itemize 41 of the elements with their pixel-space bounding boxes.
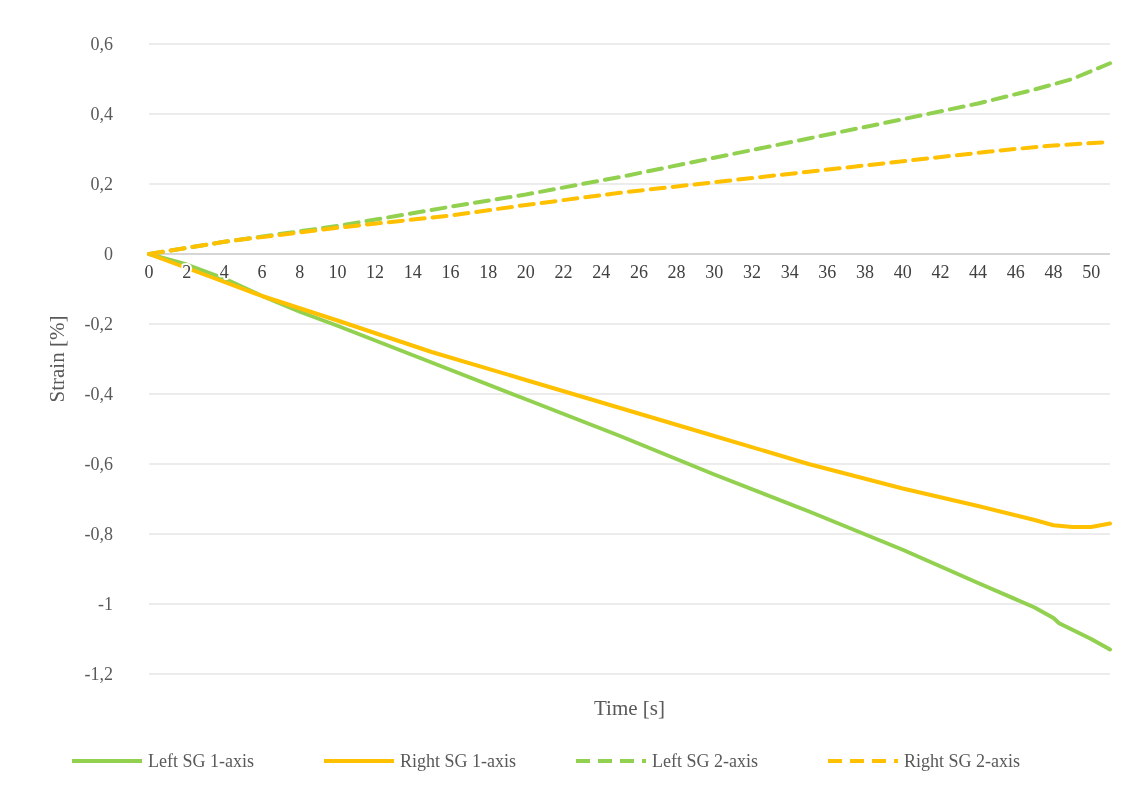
y-tick-label: 0,6 <box>90 34 113 55</box>
legend-label: Left SG 1-axis <box>148 751 254 772</box>
x-tick-label: 40 <box>893 262 912 282</box>
y-tick-label: -0,6 <box>84 454 113 475</box>
x-tick-label: 4 <box>219 262 229 282</box>
x-tick-label: 24 <box>592 262 611 282</box>
x-tick-label: 28 <box>667 262 686 282</box>
x-tick-label: 20 <box>516 262 535 282</box>
x-tick-label: 12 <box>366 262 385 282</box>
y-tick-label: -0,8 <box>84 524 113 545</box>
x-tick-label: 30 <box>705 262 724 282</box>
y-tick-label: -0,2 <box>84 314 113 335</box>
x-tick-label: 42 <box>931 262 950 282</box>
legend-label: Left SG 2-axis <box>652 751 758 772</box>
x-axis-title: Time [s] <box>594 696 665 720</box>
x-tick-label: 16 <box>441 262 460 282</box>
x-tick-label: 36 <box>818 262 837 282</box>
x-tick-label: 0 <box>144 262 154 282</box>
x-tick-label: 8 <box>295 262 305 282</box>
y-tick-label: 0,2 <box>90 174 113 195</box>
x-tick-label: 38 <box>856 262 875 282</box>
y-tick-label: -1 <box>98 594 113 615</box>
x-tick-label: 46 <box>1006 262 1025 282</box>
x-tick-label: 34 <box>780 262 799 282</box>
x-tick-label: 26 <box>629 262 648 282</box>
y-tick-label: -1,2 <box>84 664 113 685</box>
x-tick-label: 6 <box>257 262 267 282</box>
y-tick-label: 0 <box>104 244 113 265</box>
x-tick-label: 10 <box>328 262 347 282</box>
y-tick-label: -0,4 <box>84 384 113 405</box>
y-tick-label: 0,4 <box>90 104 113 125</box>
x-tick-label: 50 <box>1082 262 1101 282</box>
x-tick-label: 48 <box>1044 262 1063 282</box>
y-axis-title: Strain [%] <box>45 315 69 403</box>
legend-label: Right SG 2-axis <box>904 751 1021 772</box>
x-tick-label: 22 <box>554 262 573 282</box>
x-tick-label: 44 <box>969 262 988 282</box>
x-tick-label: 18 <box>479 262 498 282</box>
legend-label: Right SG 1-axis <box>400 751 517 772</box>
x-tick-label: 14 <box>403 262 422 282</box>
x-tick-label: 32 <box>742 262 761 282</box>
